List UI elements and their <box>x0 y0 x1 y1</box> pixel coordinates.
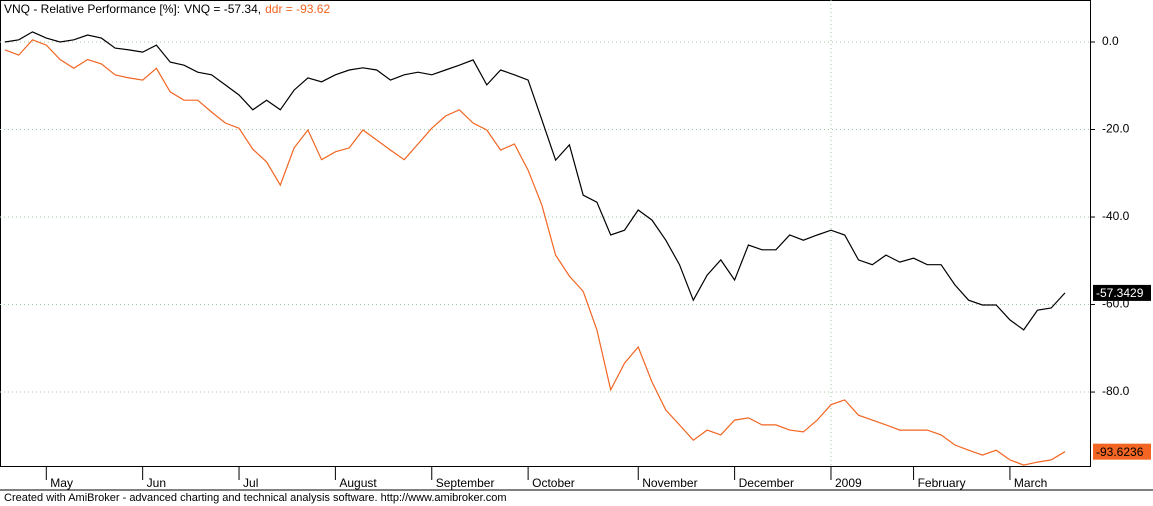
legend-entry: VNQ = -57.34, <box>184 2 261 16</box>
legend-entry: ddr = -93.62 <box>265 2 330 16</box>
x-tick-label: August <box>339 476 377 490</box>
x-tick-label: May <box>50 476 73 490</box>
value-label-box <box>1093 284 1151 301</box>
value-label-box <box>1093 443 1151 460</box>
plot-frame <box>0 0 1091 467</box>
y-tick-label: 0.0 <box>1102 34 1119 48</box>
x-tick-label: December <box>739 476 794 490</box>
footer: Created with AmiBroker - advanced charti… <box>4 492 507 504</box>
y-tick-label: -40.0 <box>1102 209 1130 223</box>
x-tick-label: March <box>1014 476 1047 490</box>
y-tick-label: -20.0 <box>1102 122 1130 136</box>
x-tick-label: September <box>436 476 495 490</box>
x-tick-label: 2009 <box>835 476 862 490</box>
x-tick-label: Jun <box>147 476 166 490</box>
x-tick-label: Jul <box>243 476 258 490</box>
x-tick-label: October <box>532 476 575 490</box>
y-tick-label: -80.0 <box>1102 384 1130 398</box>
x-tick-label: November <box>642 476 697 490</box>
chart-title: VNQ - Relative Performance [%]: VNQ = -57… <box>4 2 330 16</box>
series-line <box>4 39 1066 466</box>
value-label: -93.6236 <box>1096 445 1144 459</box>
title-text: VNQ - Relative Performance [%]: <box>4 2 180 16</box>
series-line <box>4 31 1066 331</box>
x-tick-label: February <box>918 476 966 490</box>
value-label: -57.3429 <box>1096 286 1144 300</box>
